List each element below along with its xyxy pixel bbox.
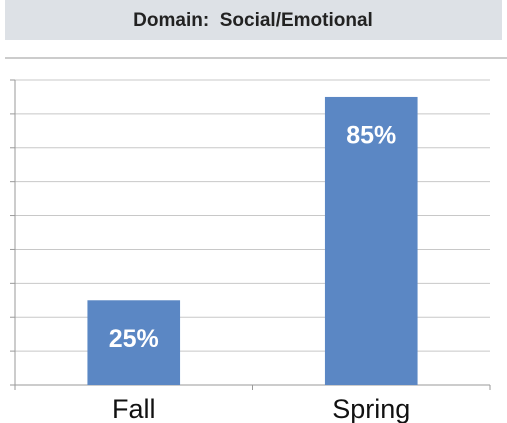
x-tick-label: Spring — [332, 394, 410, 423]
bar — [87, 300, 181, 385]
x-tick-label: Fall — [112, 394, 156, 423]
value-label: 25% — [109, 325, 159, 353]
bar — [324, 96, 418, 385]
chart-title: Domain: Social/Emotional — [133, 10, 373, 31]
header-band — [5, 0, 502, 40]
value-label: 85% — [346, 122, 396, 150]
